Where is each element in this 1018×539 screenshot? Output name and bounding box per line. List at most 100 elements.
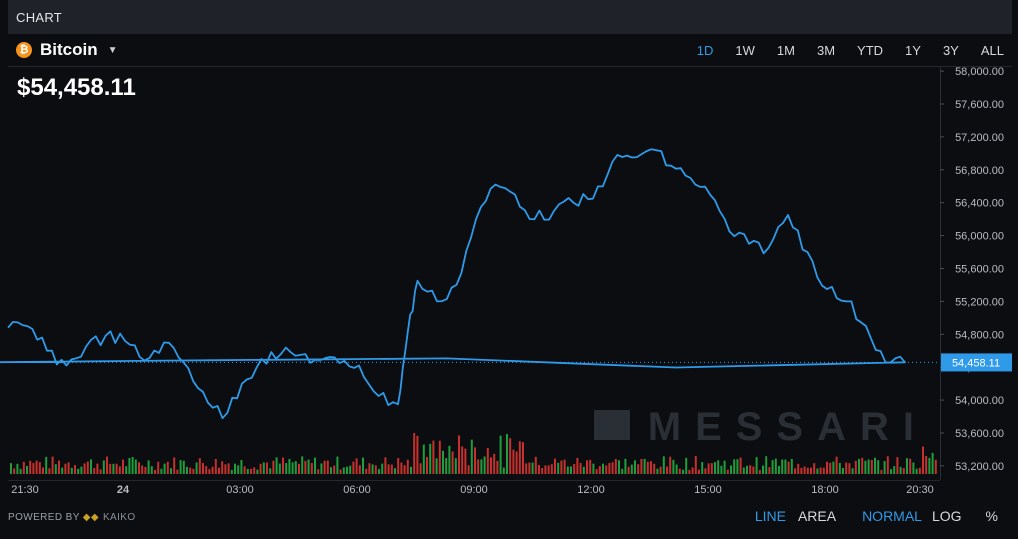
range-button-3y[interactable]: 3Y <box>942 42 959 58</box>
powered-by: POWERED BY ◆◆ KAIKO <box>8 512 136 523</box>
volume-bar <box>912 462 915 474</box>
volume-bar <box>208 469 211 474</box>
toggle-normal[interactable]: NORMAL <box>862 508 922 524</box>
volume-bar <box>106 456 108 474</box>
volume-bar <box>499 435 502 474</box>
range-button-1m[interactable]: 1M <box>776 42 795 58</box>
volume-bar <box>291 462 294 474</box>
volume-bar <box>861 457 864 474</box>
toggle-area[interactable]: AREA <box>797 508 837 524</box>
volume-bar <box>806 467 809 474</box>
volume-bar <box>349 465 352 474</box>
volume-bar <box>829 462 832 474</box>
volume-bar <box>246 468 249 474</box>
current-price-label: 54,458.11 <box>952 357 1000 369</box>
current-price-tag <box>941 353 1012 372</box>
volume-bar <box>173 457 176 474</box>
volume-bar <box>448 445 451 474</box>
volume-bar <box>842 467 844 474</box>
volume-bar <box>752 466 755 474</box>
volume-bar <box>32 463 35 474</box>
volume-bar <box>621 468 624 474</box>
volume-bar <box>784 459 787 474</box>
volume-bar <box>384 457 387 474</box>
volume-bar <box>342 467 345 474</box>
volume-bar <box>320 463 323 474</box>
volume-bar <box>314 457 316 474</box>
volume-bar <box>362 457 364 474</box>
volume-bar <box>778 465 780 474</box>
toggle-percent[interactable]: % <box>985 508 998 524</box>
volume-bar <box>278 463 281 474</box>
volume-bar <box>666 466 668 474</box>
volume-bar <box>365 468 368 474</box>
volume-bar <box>678 468 681 474</box>
caret-down-icon[interactable]: ▼ <box>107 44 118 56</box>
volume-bar <box>762 465 764 474</box>
range-button-ytd[interactable]: YTD <box>857 42 884 58</box>
volume-bar <box>355 458 358 474</box>
volume-bar <box>928 457 931 474</box>
volume-bar <box>294 461 297 474</box>
volume-bar <box>333 465 336 474</box>
volume-bar <box>848 463 851 474</box>
y-tick-label: 53,200.00 <box>955 461 1004 473</box>
volume-bar <box>99 469 102 474</box>
toggle-line[interactable]: LINE <box>754 508 786 524</box>
volume-bar <box>371 464 374 474</box>
volume-bar <box>509 438 512 474</box>
volume-bar <box>800 467 803 474</box>
volume-bar <box>54 464 57 474</box>
volume-bar <box>125 466 128 474</box>
volume-bar <box>221 461 224 474</box>
volume-bar <box>771 460 774 474</box>
range-button-all[interactable]: ALL <box>980 42 1004 58</box>
volume-bar <box>86 461 89 474</box>
volume-bar <box>378 469 380 474</box>
price-chart[interactable]: MESSARI53,200.0053,600.0054,000.0054,400… <box>0 0 1018 500</box>
y-tick-label: 57,600.00 <box>955 99 1004 111</box>
volume-bar <box>13 468 16 474</box>
volume-bar <box>262 462 265 474</box>
volume-bar <box>506 434 508 474</box>
volume-bar <box>16 463 19 474</box>
volume-bar <box>464 448 467 474</box>
volume-bar <box>774 458 777 474</box>
range-button-3m[interactable]: 3M <box>816 42 836 58</box>
volume-bar <box>563 459 566 474</box>
toggle-log[interactable]: LOG <box>931 508 962 524</box>
asset-name[interactable]: Bitcoin <box>40 40 98 59</box>
volume-bar <box>554 458 556 474</box>
volume-bar <box>211 466 214 474</box>
volume-bar <box>726 469 729 474</box>
volume-bar <box>250 468 252 474</box>
messari-logo-icon <box>594 410 630 440</box>
volume-bar <box>710 463 713 474</box>
volume-bar <box>186 466 188 474</box>
volume-bar <box>870 459 873 474</box>
volume-bar <box>118 466 121 474</box>
range-button-1y[interactable]: 1Y <box>905 42 921 58</box>
volume-bar <box>451 451 454 474</box>
y-tick-label: 53,600.00 <box>955 428 1004 440</box>
volume-bar <box>810 467 812 474</box>
volume-bar <box>768 467 771 474</box>
volume-bar <box>739 457 742 474</box>
range-button-1w[interactable]: 1W <box>735 42 755 58</box>
current-price: $54,458.11 <box>17 74 136 101</box>
range-selector: 1D 1W 1M 3M YTD 1Y 3Y ALL <box>675 36 1004 64</box>
volume-bar <box>531 462 534 474</box>
volume-bar <box>534 456 537 474</box>
volume-bar <box>822 467 825 474</box>
volume-bar <box>582 466 585 474</box>
kaiko-logo-icon: ◆◆ <box>82 512 99 523</box>
range-button-1d[interactable]: 1D <box>696 42 714 58</box>
volume-bar <box>586 460 588 474</box>
y-tick-label: 54,800.00 <box>955 329 1004 341</box>
volume-bar <box>458 435 460 474</box>
volume-bar <box>646 461 649 474</box>
volume-bar <box>662 456 665 474</box>
volume-bar <box>758 469 761 474</box>
x-tick-label: 21:30 <box>11 484 39 496</box>
volume-bar <box>400 462 403 474</box>
